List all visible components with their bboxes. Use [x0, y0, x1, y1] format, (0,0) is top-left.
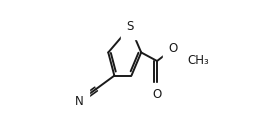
Text: S: S [126, 20, 134, 33]
Text: N: N [75, 95, 83, 108]
Text: CH₃: CH₃ [187, 55, 209, 67]
Text: O: O [152, 88, 162, 101]
Text: O: O [168, 42, 178, 55]
